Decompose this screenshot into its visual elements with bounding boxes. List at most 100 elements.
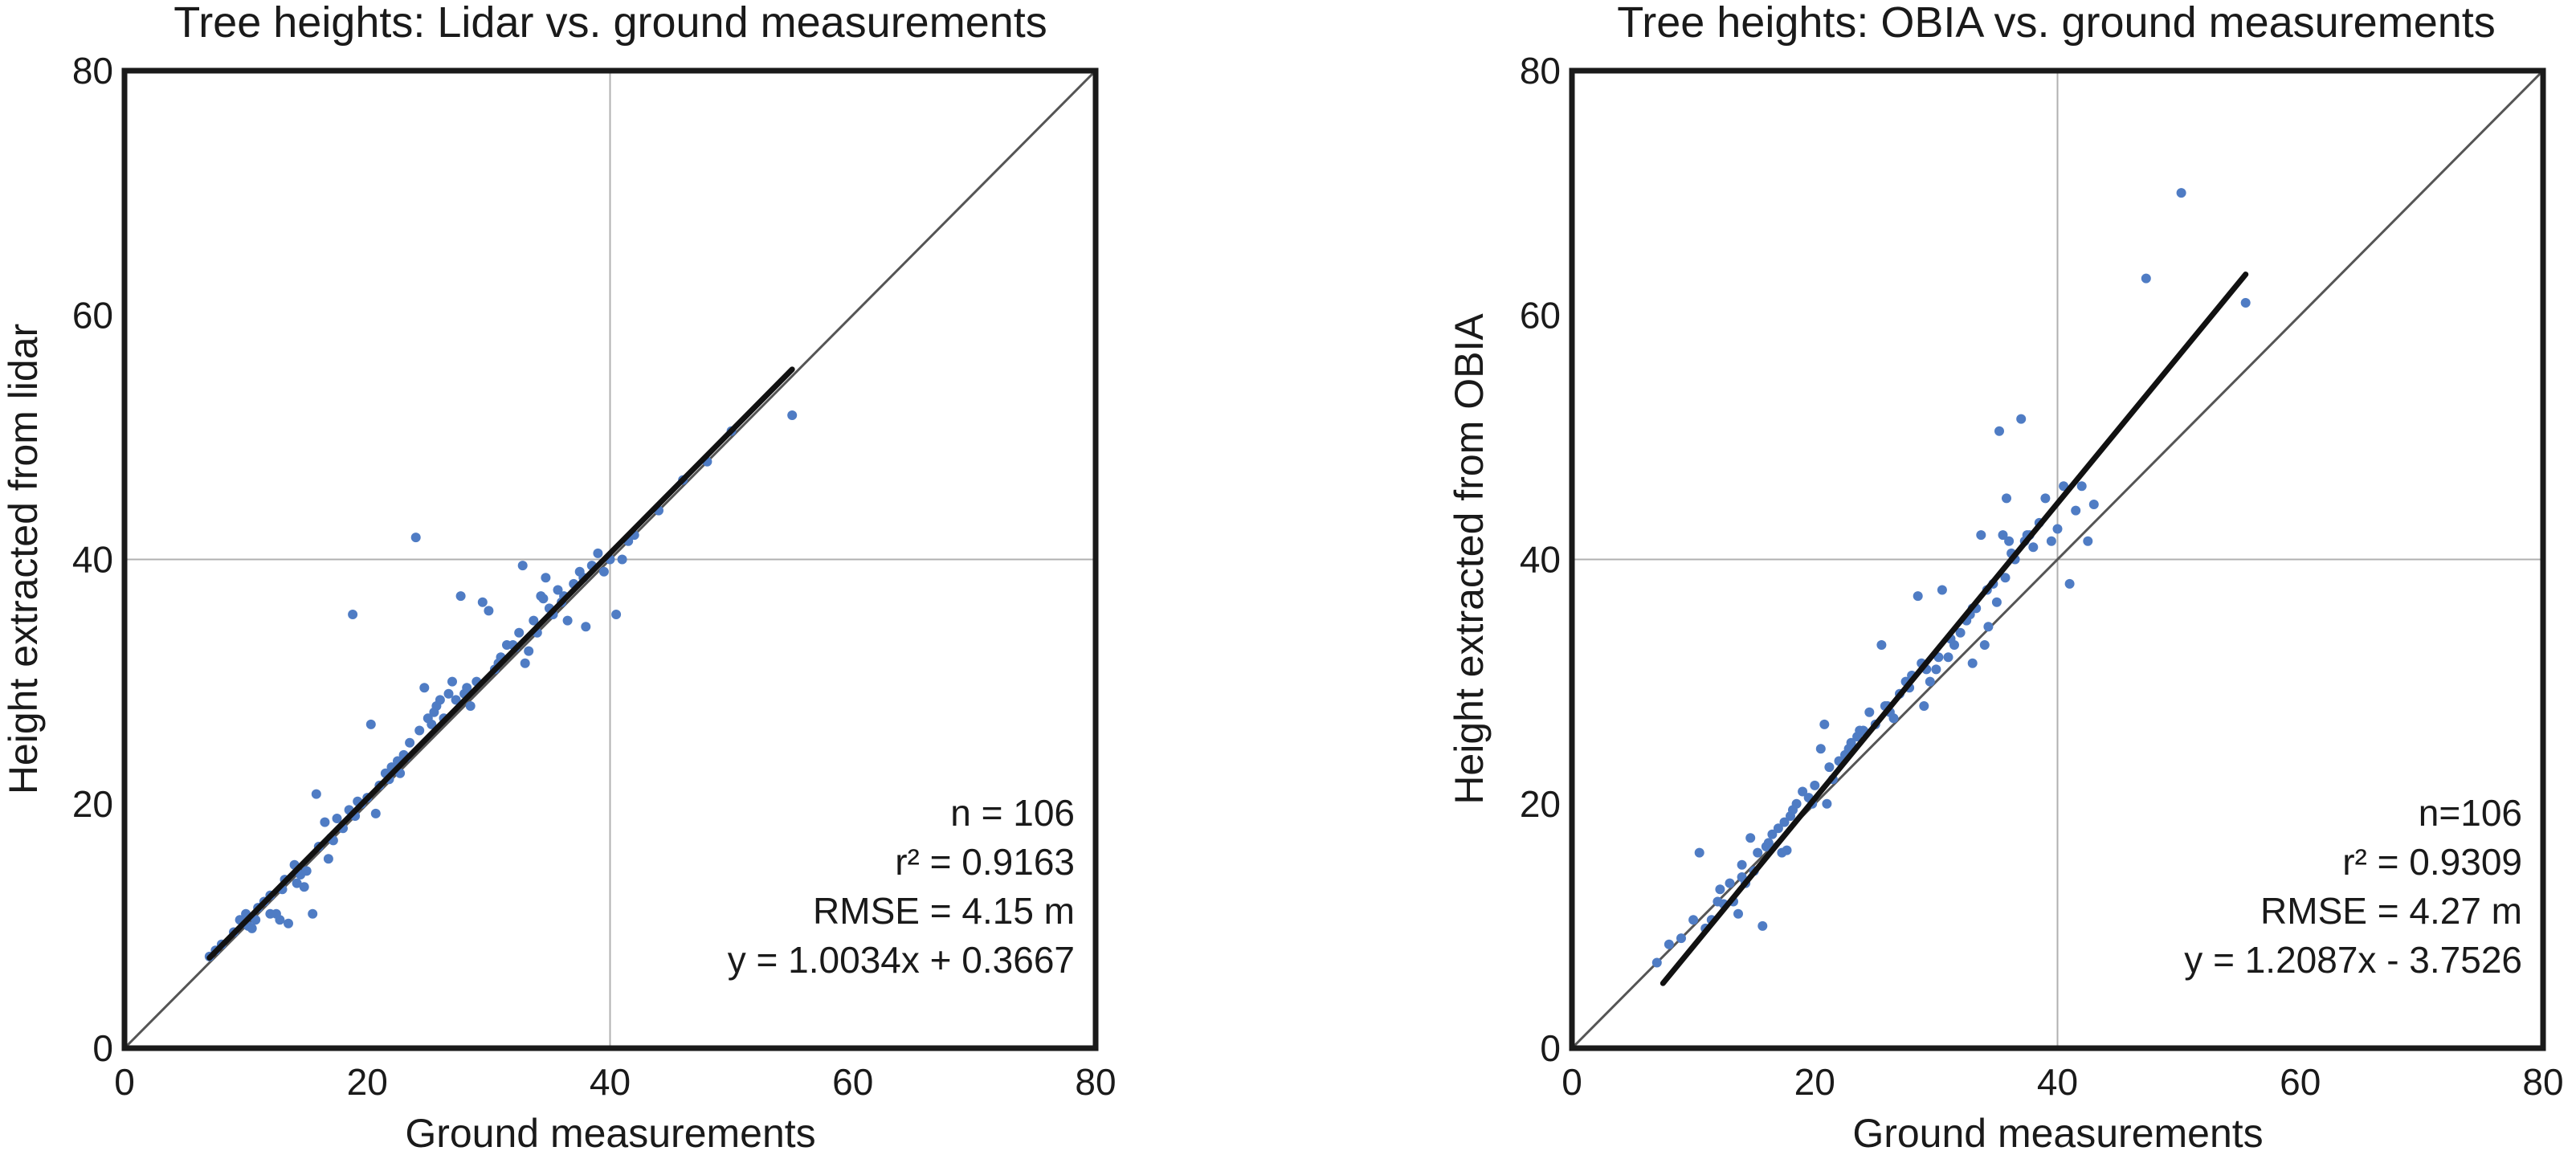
regression-line: [1659, 271, 2249, 986]
data-point: [2240, 298, 2251, 308]
data-point: [1733, 908, 1743, 919]
data-point: [1979, 640, 1990, 650]
data-point: [419, 683, 430, 693]
data-point: [301, 866, 312, 876]
stat-annotation: n = 106: [950, 792, 1075, 834]
data-point: [1810, 780, 1820, 790]
x-tick-label: 20: [347, 1061, 388, 1103]
stat-annotation: RMSE = 4.15 m: [813, 890, 1075, 932]
data-point: [1788, 805, 1798, 815]
data-point: [2040, 493, 2051, 504]
data-point: [427, 719, 437, 729]
data-point: [1767, 829, 1778, 839]
data-point: [2028, 542, 2039, 553]
data-point: [2071, 505, 2081, 516]
data-point: [2064, 578, 2075, 589]
data-point: [1782, 845, 1792, 855]
data-point: [348, 610, 358, 619]
data-point: [1819, 719, 1830, 729]
data-point: [541, 573, 551, 583]
data-point: [320, 817, 330, 827]
data-point: [1913, 591, 1923, 602]
data-point: [265, 908, 276, 919]
data-point: [593, 548, 603, 558]
data-point: [1925, 676, 1935, 687]
chart-title: Tree heights: OBIA vs. ground measuremen…: [1617, 0, 2496, 47]
y-tick-label: 0: [92, 1027, 113, 1069]
data-point: [524, 646, 534, 656]
data-point: [2088, 500, 2099, 509]
data-point: [247, 923, 257, 933]
chart-panel-obia: Tree heights: OBIA vs. ground measuremen…: [1446, 0, 2576, 1155]
x-tick-label: 40: [590, 1061, 631, 1103]
data-point: [2046, 536, 2056, 546]
data-point: [1798, 786, 1808, 797]
data-point: [429, 707, 439, 717]
data-point: [553, 585, 563, 595]
x-tick-label: 0: [1562, 1061, 1582, 1103]
data-point: [292, 878, 302, 888]
y-axis-label: Height extracted from OBIA: [1447, 313, 1492, 805]
data-point: [311, 789, 321, 799]
x-tick-label: 80: [2522, 1061, 2563, 1103]
y-tick-label: 60: [1520, 294, 1561, 336]
y-tick-label: 20: [1520, 783, 1561, 825]
data-point: [284, 918, 293, 928]
data-point: [1983, 622, 1994, 632]
y-tick-label: 60: [72, 294, 113, 336]
data-point: [1676, 933, 1686, 944]
data-point: [2016, 414, 2027, 424]
data-point: [1824, 762, 1835, 773]
data-point: [611, 610, 622, 619]
data-point: [1937, 585, 1947, 595]
data-point: [455, 591, 466, 602]
data-point: [520, 658, 530, 668]
data-point: [1822, 798, 1832, 809]
scatter-chart-lidar: Tree heights: Lidar vs. ground measureme…: [1, 0, 1117, 1155]
data-point: [1725, 878, 1735, 888]
chart-panel-lidar: Tree heights: Lidar vs. ground measureme…: [0, 0, 1125, 1155]
data-point: [1745, 833, 1756, 843]
data-point: [1715, 884, 1725, 895]
x-tick-label: 60: [832, 1061, 873, 1103]
stat-annotation: r² = 0.9309: [2342, 841, 2522, 883]
data-point: [2004, 536, 2015, 546]
x-tick-label: 40: [2037, 1061, 2078, 1103]
data-point: [1763, 838, 1774, 848]
data-point: [2052, 524, 2063, 534]
data-point: [365, 719, 376, 729]
data-point: [370, 808, 381, 818]
data-point: [2076, 481, 2087, 492]
x-tick-label: 20: [1794, 1061, 1835, 1103]
data-point: [2083, 536, 2093, 546]
data-point: [465, 701, 476, 711]
stat-annotation: y = 1.0034x + 0.3667: [728, 939, 1075, 981]
data-point: [2000, 573, 2011, 583]
plot-frame: [1569, 67, 2546, 1051]
data-point: [529, 615, 539, 626]
data-point: [617, 554, 627, 565]
data-point: [2141, 273, 2151, 284]
data-point: [477, 597, 488, 607]
data-point: [410, 533, 421, 543]
y-tick-label: 80: [72, 50, 113, 92]
data-point: [484, 606, 494, 616]
data-point: [1943, 652, 1953, 663]
data-point: [1998, 530, 2008, 541]
x-tick-label: 60: [2280, 1061, 2321, 1103]
data-point: [1931, 664, 1941, 675]
data-point: [1688, 915, 1699, 925]
stat-annotation: n=106: [2419, 792, 2522, 834]
data-point: [598, 566, 609, 577]
stat-annotation: y = 1.2087x - 3.7526: [2184, 939, 2522, 981]
data-point: [1855, 725, 1865, 736]
chart-title: Tree heights: Lidar vs. ground measureme…: [174, 0, 1047, 47]
y-axis-label: Height extracted from lidar: [1, 324, 46, 794]
data-point: [1737, 859, 1747, 870]
data-point: [1753, 847, 1763, 858]
data-point: [1976, 530, 1986, 541]
regression-line: [206, 366, 795, 961]
data-point: [514, 627, 525, 638]
data-point: [1967, 658, 1978, 668]
data-point: [1737, 872, 1747, 882]
